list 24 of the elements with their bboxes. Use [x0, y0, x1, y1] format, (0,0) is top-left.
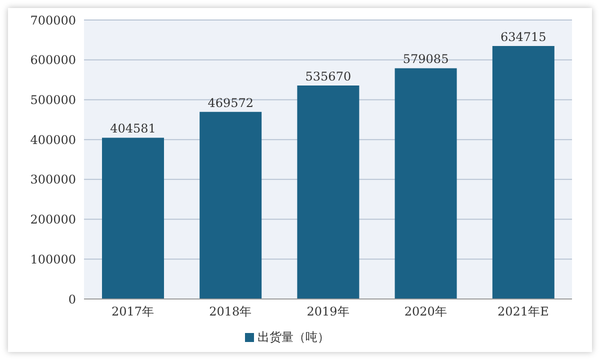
- x-tick-label: 2018年: [209, 304, 252, 319]
- bar: [102, 138, 164, 299]
- x-tick-label: 2021年E: [498, 304, 549, 319]
- y-tick-label: 100000: [30, 252, 76, 266]
- y-tick-label: 400000: [30, 132, 76, 147]
- y-tick-label: 300000: [30, 172, 76, 187]
- y-tick-label: 0: [68, 292, 76, 306]
- data-label: 535670: [305, 69, 352, 84]
- x-tick-label: 2017年: [112, 304, 154, 319]
- data-label: 469572: [208, 96, 254, 110]
- bar: [492, 46, 554, 299]
- bar: [297, 85, 360, 299]
- bar: [394, 68, 457, 299]
- y-tick-label: 600000: [30, 53, 76, 68]
- y-tick-label: 700000: [30, 13, 76, 28]
- data-label: 579085: [402, 52, 449, 66]
- bar: [200, 112, 262, 299]
- data-label: 634715: [500, 30, 546, 44]
- legend-label: 出货量（吨）: [258, 330, 330, 344]
- x-tick-label: 2020年: [404, 304, 447, 319]
- data-label: 404581: [110, 122, 156, 136]
- y-tick-label: 200000: [30, 212, 76, 227]
- x-tick-label: 2019年: [306, 304, 350, 319]
- y-tick-label: 500000: [30, 92, 76, 107]
